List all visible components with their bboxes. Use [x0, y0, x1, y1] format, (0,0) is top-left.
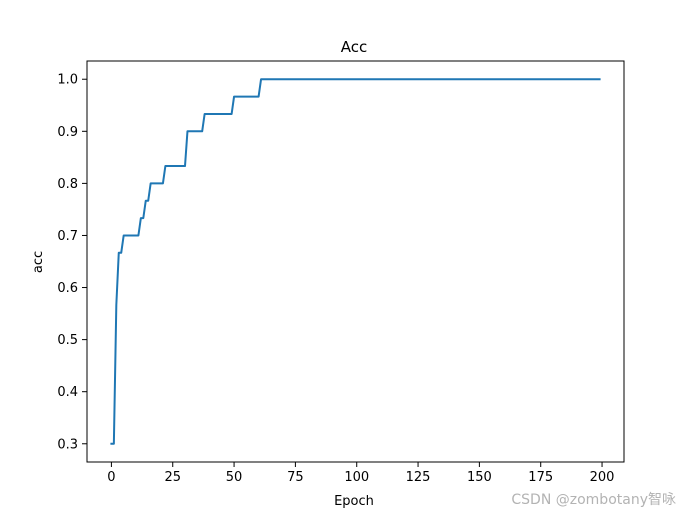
y-tick-label: 0.7: [57, 229, 78, 244]
x-tick-label: 75: [287, 470, 304, 485]
chart-title: Acc: [341, 38, 368, 56]
x-tick-label: 100: [344, 470, 369, 485]
y-tick-label: 0.9: [57, 125, 78, 140]
x-tick-label: 200: [590, 470, 615, 485]
y-tick-label: 0.4: [57, 385, 78, 400]
x-axis-label: Epoch: [334, 494, 374, 509]
x-tick-label: 50: [226, 470, 243, 485]
plot-frame: [86, 60, 625, 463]
x-tick-label: 150: [467, 470, 492, 485]
y-tick-label: 1.0: [57, 73, 78, 88]
x-tick-label: 125: [406, 470, 431, 485]
x-tick-label: 175: [528, 470, 553, 485]
series-line-0: [110, 78, 601, 445]
y-tick-label: 0.8: [57, 177, 78, 192]
y-axis-label: acc: [31, 251, 46, 273]
x-tick-label: 25: [164, 470, 181, 485]
watermark: CSDN @zombotany智咏: [511, 492, 676, 508]
y-tick-label: 0.6: [57, 281, 78, 296]
y-tick-label: 0.5: [57, 333, 78, 348]
plot-layer: 0 25 50 75 100 125 150 175 200 0.3 0.4 0.5 0.6 0.7 0.8…: [57, 60, 625, 485]
x-tick-label: 0: [107, 470, 115, 485]
y-tick-label: 0.3: [57, 437, 78, 452]
